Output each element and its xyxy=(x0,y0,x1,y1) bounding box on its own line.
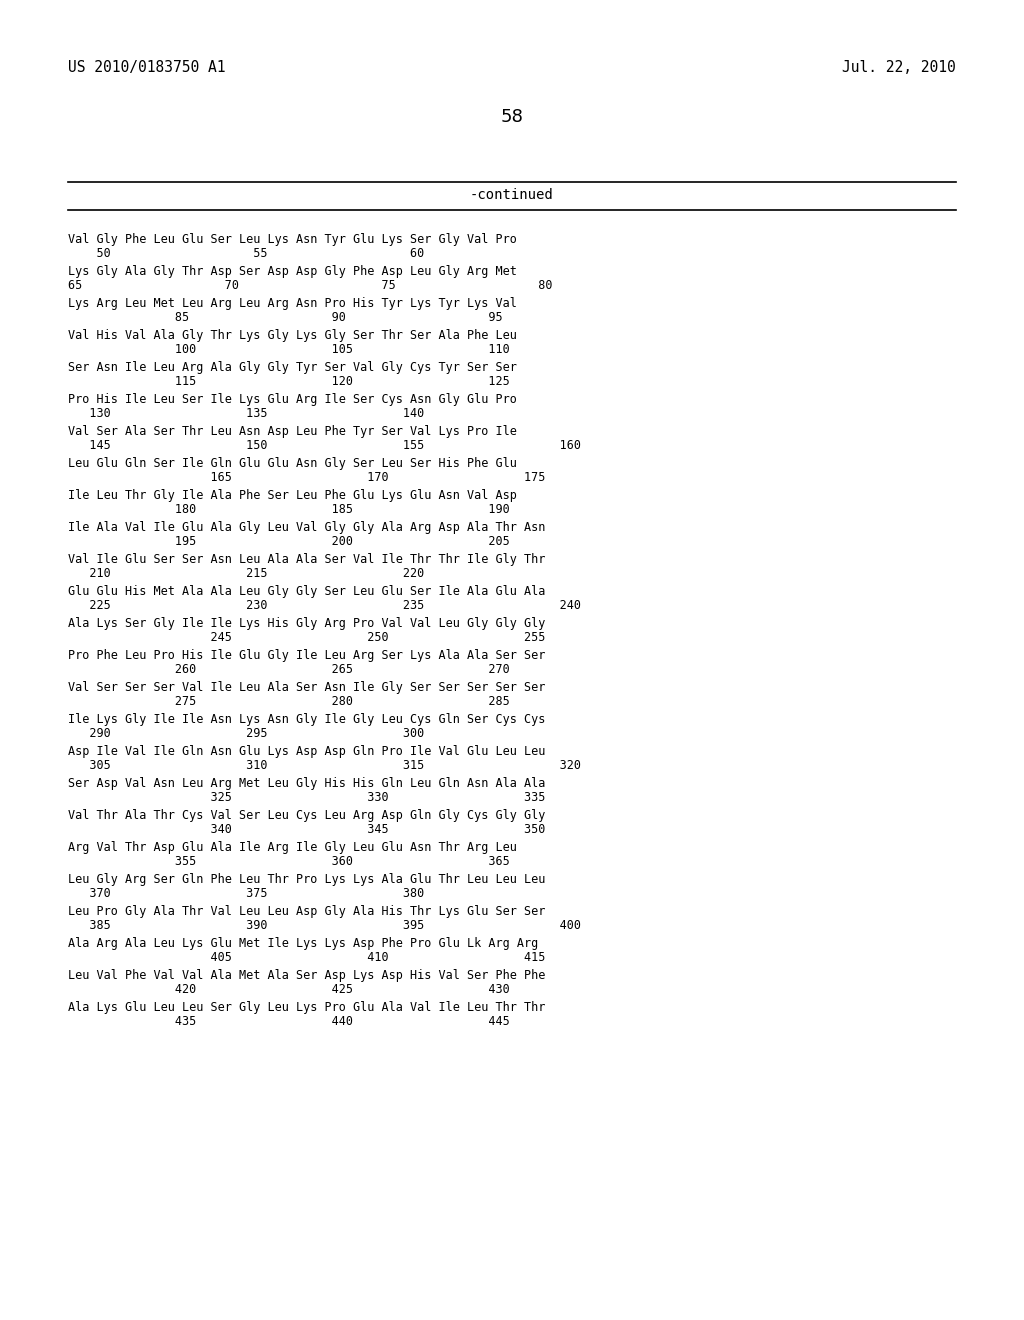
Text: 370                   375                   380: 370 375 380 xyxy=(68,887,424,900)
Text: Ile Leu Thr Gly Ile Ala Phe Ser Leu Phe Glu Lys Glu Asn Val Asp: Ile Leu Thr Gly Ile Ala Phe Ser Leu Phe … xyxy=(68,488,517,502)
Text: Ala Lys Glu Leu Leu Ser Gly Leu Lys Pro Glu Ala Val Ile Leu Thr Thr: Ala Lys Glu Leu Leu Ser Gly Leu Lys Pro … xyxy=(68,1001,546,1014)
Text: Val Thr Ala Thr Cys Val Ser Leu Cys Leu Arg Asp Gln Gly Cys Gly Gly: Val Thr Ala Thr Cys Val Ser Leu Cys Leu … xyxy=(68,809,546,822)
Text: 65                    70                    75                    80: 65 70 75 80 xyxy=(68,279,553,292)
Text: Glu Glu His Met Ala Ala Leu Gly Gly Ser Leu Glu Ser Ile Ala Glu Ala: Glu Glu His Met Ala Ala Leu Gly Gly Ser … xyxy=(68,585,546,598)
Text: 405                   410                   415: 405 410 415 xyxy=(68,950,546,964)
Text: Ile Lys Gly Ile Ile Asn Lys Asn Gly Ile Gly Leu Cys Gln Ser Cys Cys: Ile Lys Gly Ile Ile Asn Lys Asn Gly Ile … xyxy=(68,713,546,726)
Text: Val Ser Ala Ser Thr Leu Asn Asp Leu Phe Tyr Ser Val Lys Pro Ile: Val Ser Ala Ser Thr Leu Asn Asp Leu Phe … xyxy=(68,425,517,438)
Text: 355                   360                   365: 355 360 365 xyxy=(68,855,510,869)
Text: Val Gly Phe Leu Glu Ser Leu Lys Asn Tyr Glu Lys Ser Gly Val Pro: Val Gly Phe Leu Glu Ser Leu Lys Asn Tyr … xyxy=(68,234,517,246)
Text: 340                   345                   350: 340 345 350 xyxy=(68,822,546,836)
Text: Ala Lys Ser Gly Ile Ile Lys His Gly Arg Pro Val Val Leu Gly Gly Gly: Ala Lys Ser Gly Ile Ile Lys His Gly Arg … xyxy=(68,616,546,630)
Text: Pro Phe Leu Pro His Ile Glu Gly Ile Leu Arg Ser Lys Ala Ala Ser Ser: Pro Phe Leu Pro His Ile Glu Gly Ile Leu … xyxy=(68,649,546,663)
Text: 275                   280                   285: 275 280 285 xyxy=(68,696,510,708)
Text: 260                   265                   270: 260 265 270 xyxy=(68,663,510,676)
Text: 58: 58 xyxy=(501,108,523,125)
Text: 130                   135                   140: 130 135 140 xyxy=(68,407,424,420)
Text: 165                   170                   175: 165 170 175 xyxy=(68,471,546,484)
Text: 325                   330                   335: 325 330 335 xyxy=(68,791,546,804)
Text: Val Ile Glu Ser Ser Asn Leu Ala Ala Ser Val Ile Thr Thr Ile Gly Thr: Val Ile Glu Ser Ser Asn Leu Ala Ala Ser … xyxy=(68,553,546,566)
Text: Leu Gly Arg Ser Gln Phe Leu Thr Pro Lys Lys Ala Glu Thr Leu Leu Leu: Leu Gly Arg Ser Gln Phe Leu Thr Pro Lys … xyxy=(68,873,546,886)
Text: 245                   250                   255: 245 250 255 xyxy=(68,631,546,644)
Text: 210                   215                   220: 210 215 220 xyxy=(68,568,424,579)
Text: -continued: -continued xyxy=(470,187,554,202)
Text: Arg Val Thr Asp Glu Ala Ile Arg Ile Gly Leu Glu Asn Thr Arg Leu: Arg Val Thr Asp Glu Ala Ile Arg Ile Gly … xyxy=(68,841,517,854)
Text: 195                   200                   205: 195 200 205 xyxy=(68,535,510,548)
Text: 85                    90                    95: 85 90 95 xyxy=(68,312,503,323)
Text: Ser Asn Ile Leu Arg Ala Gly Gly Tyr Ser Val Gly Cys Tyr Ser Ser: Ser Asn Ile Leu Arg Ala Gly Gly Tyr Ser … xyxy=(68,360,517,374)
Text: Lys Gly Ala Gly Thr Asp Ser Asp Asp Gly Phe Asp Leu Gly Arg Met: Lys Gly Ala Gly Thr Asp Ser Asp Asp Gly … xyxy=(68,265,517,279)
Text: Val Ser Ser Ser Val Ile Leu Ala Ser Asn Ile Gly Ser Ser Ser Ser Ser: Val Ser Ser Ser Val Ile Leu Ala Ser Asn … xyxy=(68,681,546,694)
Text: Pro His Ile Leu Ser Ile Lys Glu Arg Ile Ser Cys Asn Gly Glu Pro: Pro His Ile Leu Ser Ile Lys Glu Arg Ile … xyxy=(68,393,517,407)
Text: Val His Val Ala Gly Thr Lys Gly Lys Gly Ser Thr Ser Ala Phe Leu: Val His Val Ala Gly Thr Lys Gly Lys Gly … xyxy=(68,329,517,342)
Text: Asp Ile Val Ile Gln Asn Glu Lys Asp Asp Gln Pro Ile Val Glu Leu Leu: Asp Ile Val Ile Gln Asn Glu Lys Asp Asp … xyxy=(68,744,546,758)
Text: 180                   185                   190: 180 185 190 xyxy=(68,503,510,516)
Text: Leu Glu Gln Ser Ile Gln Glu Glu Asn Gly Ser Leu Ser His Phe Glu: Leu Glu Gln Ser Ile Gln Glu Glu Asn Gly … xyxy=(68,457,517,470)
Text: 435                   440                   445: 435 440 445 xyxy=(68,1015,510,1028)
Text: Jul. 22, 2010: Jul. 22, 2010 xyxy=(843,59,956,75)
Text: Ser Asp Val Asn Leu Arg Met Leu Gly His His Gln Leu Gln Asn Ala Ala: Ser Asp Val Asn Leu Arg Met Leu Gly His … xyxy=(68,777,546,789)
Text: Leu Pro Gly Ala Thr Val Leu Leu Asp Gly Ala His Thr Lys Glu Ser Ser: Leu Pro Gly Ala Thr Val Leu Leu Asp Gly … xyxy=(68,906,546,917)
Text: 420                   425                   430: 420 425 430 xyxy=(68,983,510,997)
Text: 100                   105                   110: 100 105 110 xyxy=(68,343,510,356)
Text: 50                    55                    60: 50 55 60 xyxy=(68,247,424,260)
Text: US 2010/0183750 A1: US 2010/0183750 A1 xyxy=(68,59,225,75)
Text: 385                   390                   395                   400: 385 390 395 400 xyxy=(68,919,581,932)
Text: 290                   295                   300: 290 295 300 xyxy=(68,727,424,741)
Text: Leu Val Phe Val Val Ala Met Ala Ser Asp Lys Asp His Val Ser Phe Phe: Leu Val Phe Val Val Ala Met Ala Ser Asp … xyxy=(68,969,546,982)
Text: Lys Arg Leu Met Leu Arg Leu Arg Asn Pro His Tyr Lys Tyr Lys Val: Lys Arg Leu Met Leu Arg Leu Arg Asn Pro … xyxy=(68,297,517,310)
Text: 115                   120                   125: 115 120 125 xyxy=(68,375,510,388)
Text: 145                   150                   155                   160: 145 150 155 160 xyxy=(68,440,581,451)
Text: Ile Ala Val Ile Glu Ala Gly Leu Val Gly Gly Ala Arg Asp Ala Thr Asn: Ile Ala Val Ile Glu Ala Gly Leu Val Gly … xyxy=(68,521,546,535)
Text: 225                   230                   235                   240: 225 230 235 240 xyxy=(68,599,581,612)
Text: Ala Arg Ala Leu Lys Glu Met Ile Lys Lys Asp Phe Pro Glu Lk Arg Arg: Ala Arg Ala Leu Lys Glu Met Ile Lys Lys … xyxy=(68,937,539,950)
Text: 305                   310                   315                   320: 305 310 315 320 xyxy=(68,759,581,772)
